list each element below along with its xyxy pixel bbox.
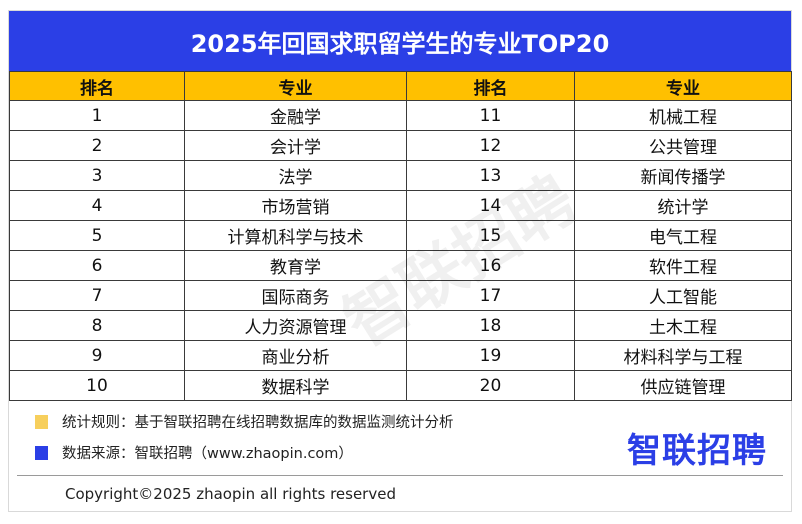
table-header-row: 排名 专业 排名 专业 — [9, 71, 792, 101]
major-cell: 机械工程 — [574, 100, 792, 131]
rank-cell: 20 — [406, 370, 575, 401]
major-cell: 金融学 — [184, 100, 407, 131]
major-cell: 法学 — [184, 160, 407, 191]
rank-cell: 3 — [9, 160, 185, 191]
major-cell: 土木工程 — [574, 310, 792, 341]
rule-note: 统计规则：基于智联招聘在线招聘数据库的数据监测统计分析 — [35, 411, 454, 432]
rank-cell: 10 — [9, 370, 185, 401]
infographic-card: 2025年回国求职留学生的专业TOP20 排名 专业 排名 专业 1 金融学 11 机… — [8, 10, 792, 512]
major-cell: 统计学 — [574, 190, 792, 221]
table-row: 2 会计学 12 公共管理 — [9, 130, 792, 161]
rank-cell: 2 — [9, 130, 185, 161]
table-body: 1 金融学 11 机械工程 2 会计学 12 公共管理 3 法学 13 新闻传播学 4 市场营销 14 统计学… — [9, 100, 792, 401]
footer-divider — [17, 475, 783, 476]
rank-cell: 5 — [9, 220, 185, 251]
column-header-major-right: 专业 — [574, 71, 792, 101]
major-cell: 软件工程 — [574, 250, 792, 281]
zhaopin-logo: 智联招聘 — [627, 431, 767, 471]
source-swatch — [35, 445, 48, 460]
copyright-text: Copyright©2025 zhaopin all rights reserv… — [65, 485, 396, 503]
source-text: 数据来源：智联招聘（www.zhaopin.com） — [62, 446, 353, 462]
table-row: 4 市场营销 14 统计学 — [9, 190, 792, 221]
column-header-major-left: 专业 — [184, 71, 407, 101]
footer: 统计规则：基于智联招聘在线招聘数据库的数据监测统计分析 数据来源：智联招聘（ww… — [9, 399, 791, 511]
rule-swatch — [35, 414, 48, 429]
major-cell: 国际商务 — [184, 280, 407, 311]
table-row: 10 数据科学 20 供应链管理 — [9, 370, 792, 401]
rank-cell: 1 — [9, 100, 185, 131]
rank-cell: 6 — [9, 250, 185, 281]
rank-cell: 13 — [406, 160, 575, 191]
rank-cell: 18 — [406, 310, 575, 341]
table-row: 9 商业分析 19 材料科学与工程 — [9, 340, 792, 371]
table-row: 3 法学 13 新闻传播学 — [9, 160, 792, 191]
table-row: 7 国际商务 17 人工智能 — [9, 280, 792, 311]
rank-cell: 16 — [406, 250, 575, 281]
major-cell: 数据科学 — [184, 370, 407, 401]
table-row: 1 金融学 11 机械工程 — [9, 100, 792, 131]
rank-cell: 19 — [406, 340, 575, 371]
column-header-rank-left: 排名 — [9, 71, 185, 101]
rank-cell: 9 — [9, 340, 185, 371]
major-cell: 人力资源管理 — [184, 310, 407, 341]
major-cell: 新闻传播学 — [574, 160, 792, 191]
table-row: 6 教育学 16 软件工程 — [9, 250, 792, 281]
table-row: 8 人力资源管理 18 土木工程 — [9, 310, 792, 341]
major-cell: 市场营销 — [184, 190, 407, 221]
page-title: 2025年回国求职留学生的专业TOP20 — [9, 11, 791, 71]
rank-cell: 17 — [406, 280, 575, 311]
major-cell: 会计学 — [184, 130, 407, 161]
rank-cell: 8 — [9, 310, 185, 341]
table-row: 5 计算机科学与技术 15 电气工程 — [9, 220, 792, 251]
major-cell: 计算机科学与技术 — [184, 220, 407, 251]
rank-cell: 7 — [9, 280, 185, 311]
major-cell: 人工智能 — [574, 280, 792, 311]
rank-cell: 12 — [406, 130, 575, 161]
major-cell: 教育学 — [184, 250, 407, 281]
ranking-table: 排名 专业 排名 专业 1 金融学 11 机械工程 2 会计学 12 公共管理 3 法学 13 新闻传… — [9, 71, 792, 401]
major-cell: 商业分析 — [184, 340, 407, 371]
rank-cell: 4 — [9, 190, 185, 221]
rank-cell: 14 — [406, 190, 575, 221]
rank-cell: 15 — [406, 220, 575, 251]
major-cell: 公共管理 — [574, 130, 792, 161]
major-cell: 供应链管理 — [574, 370, 792, 401]
rank-cell: 11 — [406, 100, 575, 131]
column-header-rank-right: 排名 — [406, 71, 575, 101]
rule-text: 统计规则：基于智联招聘在线招聘数据库的数据监测统计分析 — [62, 415, 454, 431]
source-note: 数据来源：智联招聘（www.zhaopin.com） — [35, 442, 353, 463]
major-cell: 材料科学与工程 — [574, 340, 792, 371]
major-cell: 电气工程 — [574, 220, 792, 251]
